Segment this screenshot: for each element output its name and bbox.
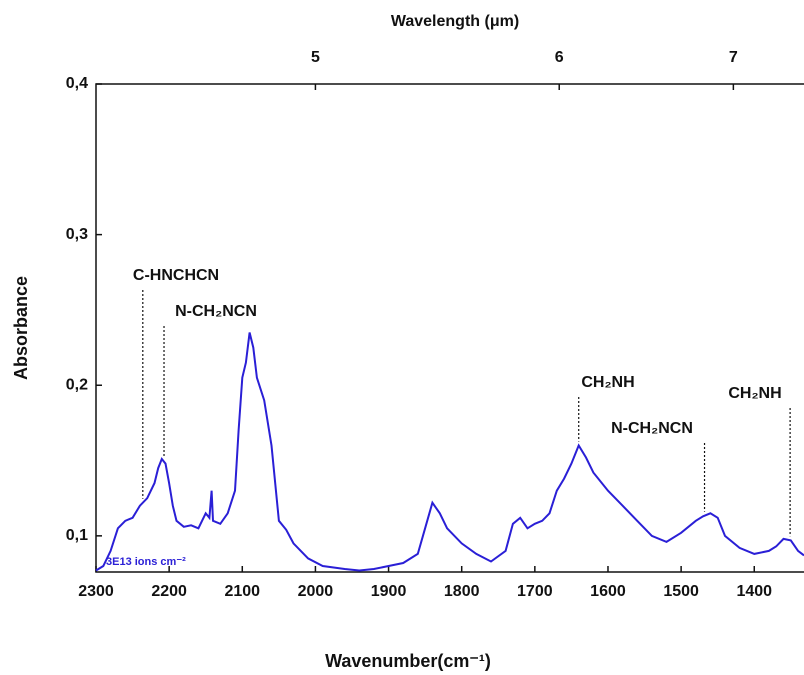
x-tick-label: 1800 <box>444 583 480 600</box>
y-tick-label: 0,1 <box>66 527 88 544</box>
y-axis-label: Absorbance <box>11 276 31 380</box>
x-tick-label: 1700 <box>517 583 553 600</box>
y-tick-label: 0,4 <box>66 75 88 92</box>
x-tick-label: 1600 <box>590 583 626 600</box>
series-label: 3E13 ions cm⁻² <box>106 556 186 568</box>
annotation-label: N-CH₂NCN <box>175 303 257 320</box>
x-tick-label: 2200 <box>151 583 187 600</box>
x-tick-label: 2000 <box>298 583 334 600</box>
x-tick-label: 1400 <box>736 583 772 600</box>
annotation-label: CH₂NH <box>581 374 634 391</box>
annotation-label: C-HNCHCN <box>133 267 219 284</box>
x-tick-label: 2300 <box>78 583 114 600</box>
x-axis-label: Wavenumber(cm⁻¹) <box>325 651 491 671</box>
x2-tick-label: 5 <box>311 49 320 66</box>
axis-frame <box>95 83 804 573</box>
spectrum-line <box>95 332 804 572</box>
annotation-label: N-CH₂NCN <box>611 420 693 437</box>
x2-tick-label: 6 <box>555 49 564 66</box>
y-tick-label: 0,2 <box>66 376 88 393</box>
annotation-label: CH₂NH <box>728 385 781 402</box>
x-tick-label: 1500 <box>663 583 699 600</box>
x2-tick-label: 7 <box>729 49 738 66</box>
y-tick-label: 0,3 <box>66 226 88 243</box>
x-tick-label: 2100 <box>224 583 260 600</box>
x2-axis-label: Wavelength (μm) <box>391 13 519 30</box>
x-tick-label: 1900 <box>371 583 407 600</box>
